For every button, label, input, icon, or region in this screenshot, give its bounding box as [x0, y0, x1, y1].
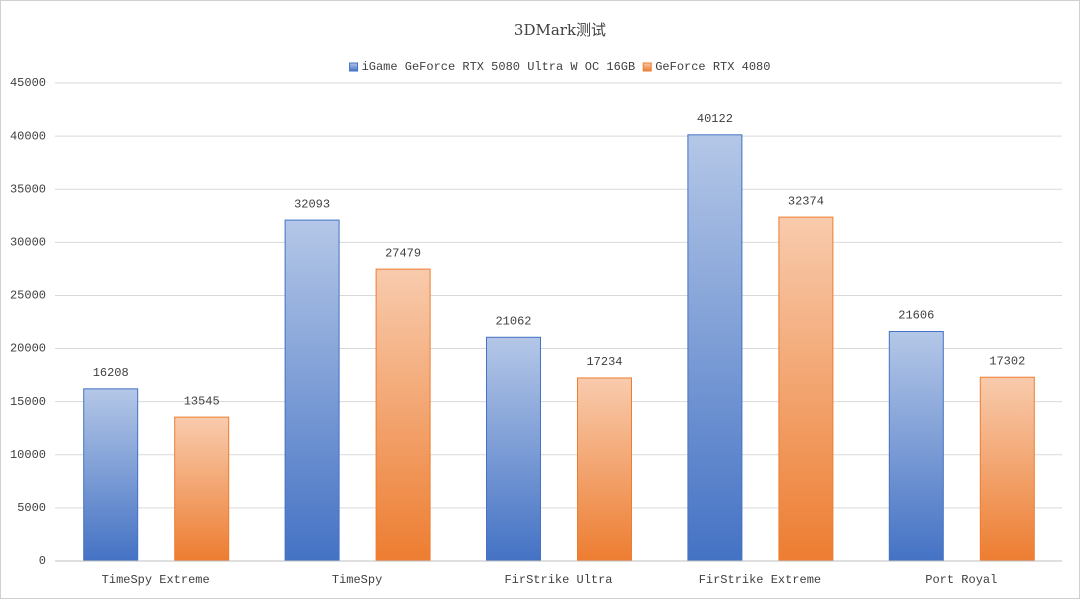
bar [174, 416, 230, 562]
bar [284, 219, 340, 562]
x-tick-label: TimeSpy Extreme [102, 573, 210, 587]
y-tick-label: 45000 [10, 76, 46, 90]
data-label: 40122 [697, 112, 733, 126]
data-label: 17234 [586, 355, 622, 369]
legend-swatch [642, 62, 652, 72]
bar [888, 330, 944, 562]
y-tick-label: 0 [39, 554, 46, 568]
data-label: 21606 [898, 309, 934, 323]
legend-label: GeForce RTX 4080 [655, 60, 770, 74]
y-tick-label: 15000 [10, 395, 46, 409]
x-tick-label: FirStrike Extreme [699, 573, 821, 587]
legend-swatch [349, 62, 359, 72]
bar [778, 216, 834, 562]
x-tick-label: TimeSpy [332, 573, 382, 587]
data-label: 13545 [184, 394, 220, 408]
legend-item: iGame GeForce RTX 5080 Ultra W OC 16GB [349, 60, 636, 74]
y-tick-label: 10000 [10, 448, 46, 462]
legend-item: GeForce RTX 4080 [642, 60, 770, 74]
x-tick-label: FirStrike Ultra [504, 573, 612, 587]
data-label: 27479 [385, 246, 421, 260]
bar [979, 376, 1035, 562]
legend-label: iGame GeForce RTX 5080 Ultra W OC 16GB [362, 60, 636, 74]
y-tick-label: 40000 [10, 129, 46, 143]
legend: iGame GeForce RTX 5080 Ultra W OC 16GB Ge… [349, 60, 770, 74]
x-tick-label: Port Royal [925, 573, 997, 587]
data-label: 16208 [93, 366, 129, 380]
bar [687, 134, 743, 562]
data-label: 17302 [989, 354, 1025, 368]
chart-title: 3DMark测试 [514, 21, 606, 39]
y-tick-label: 30000 [10, 236, 46, 250]
bar [83, 388, 139, 562]
y-tick-label: 20000 [10, 342, 46, 356]
data-label: 32093 [294, 197, 330, 211]
bar [375, 268, 431, 562]
bar [486, 336, 541, 562]
y-tick-label: 35000 [10, 182, 46, 196]
data-label: 21062 [495, 314, 531, 328]
bar [577, 377, 632, 562]
data-label: 32374 [788, 194, 824, 208]
y-tick-label: 25000 [10, 289, 46, 303]
y-tick-label: 5000 [17, 501, 46, 515]
